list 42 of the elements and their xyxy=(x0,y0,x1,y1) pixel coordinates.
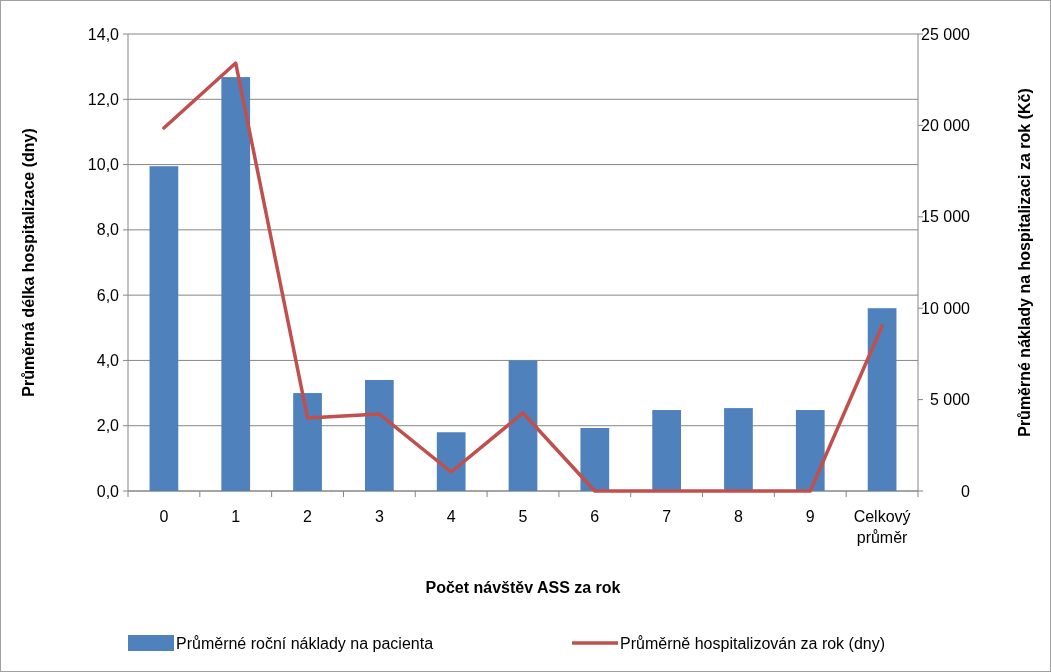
x-tick-label: 2 xyxy=(303,508,313,525)
bar xyxy=(149,166,179,491)
y2-tick-label: 10 000 xyxy=(921,299,971,317)
x-tick-label: 9 xyxy=(805,508,815,525)
y-tick-label: 14,0 xyxy=(87,25,120,43)
x-tick-label: 8 xyxy=(734,508,743,525)
x-axis-title: Počet návštěv ASS za rok xyxy=(425,579,621,596)
bar xyxy=(293,393,322,491)
y2-tick-label: 5 000 xyxy=(929,391,971,409)
y-tick-label: 12,0 xyxy=(87,90,120,108)
legend-label: Průměrné roční náklady na pacienta xyxy=(176,634,434,652)
y-axis-title: Průměrná délka hospitalizace (dny) xyxy=(20,128,37,397)
bar xyxy=(436,432,466,491)
y-tick-label: 2,0 xyxy=(96,417,120,435)
x-tick-label: 4 xyxy=(446,508,456,525)
x-tick-label: 3 xyxy=(374,508,384,525)
y-tick-label: 0,0 xyxy=(96,482,120,500)
bar xyxy=(221,77,251,491)
legend-label: Průměrně hospitalizován za rok (dny) xyxy=(620,634,886,652)
x-tick-label: 5 xyxy=(518,508,528,525)
bar xyxy=(652,410,681,491)
bar xyxy=(867,308,897,491)
bar xyxy=(580,428,610,491)
y-tick-label: 10,0 xyxy=(87,156,120,174)
x-tick-label: 6 xyxy=(590,508,600,525)
y2-tick-label: 20 000 xyxy=(921,117,971,134)
y2-tick-label: 0 xyxy=(961,482,971,500)
y2-axis-title: Průměrné náklady na hospitalizaci za rok (Kč) xyxy=(1016,88,1033,437)
bar xyxy=(365,380,394,491)
x-tick-label: Celkový průměr xyxy=(853,508,911,546)
x-tick-label: 0 xyxy=(159,508,169,525)
y-tick-label: 4,0 xyxy=(96,352,120,370)
line-series xyxy=(162,61,884,493)
y2-tick-label: 15 000 xyxy=(921,208,971,226)
bar xyxy=(508,360,538,491)
y-tick-label: 8,0 xyxy=(96,221,120,239)
x-tick-label: 7 xyxy=(662,508,672,525)
bar xyxy=(724,408,753,491)
y2-tick-label: 25 000 xyxy=(921,25,971,43)
bar xyxy=(795,410,825,491)
y-tick-label: 6,0 xyxy=(96,286,120,304)
x-tick-label: 1 xyxy=(231,508,241,525)
